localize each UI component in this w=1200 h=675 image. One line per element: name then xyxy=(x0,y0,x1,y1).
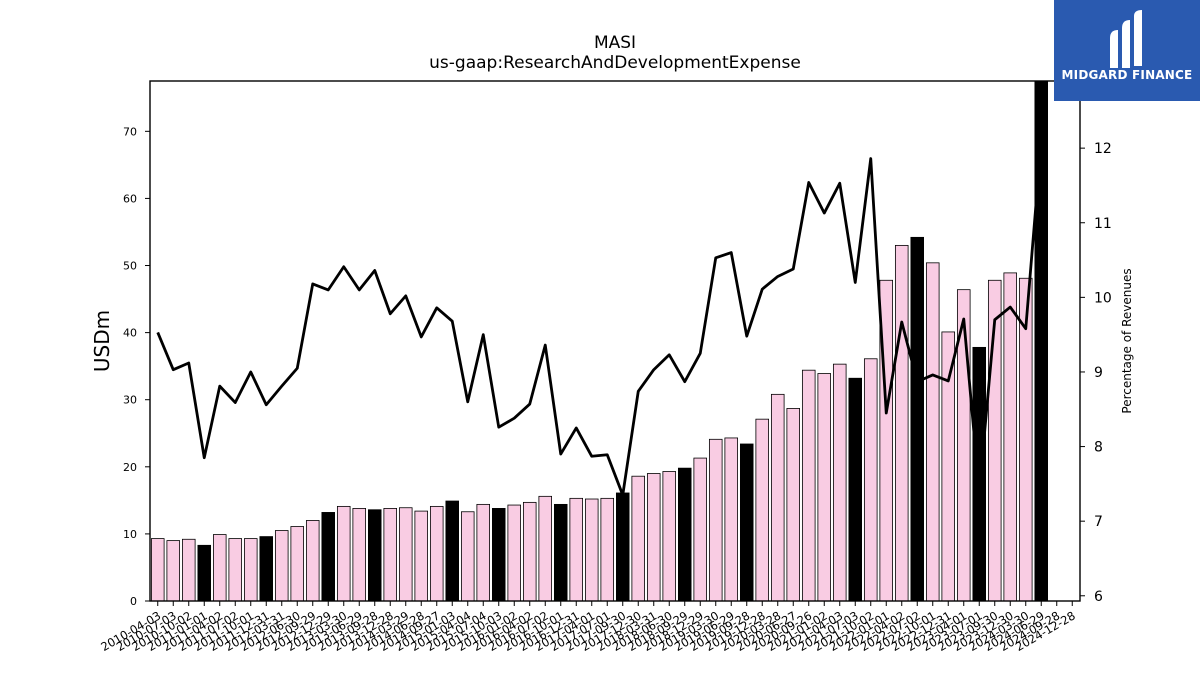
y-tick-label: 20 xyxy=(123,461,137,474)
bar xyxy=(414,510,429,602)
bar xyxy=(336,505,351,602)
bar xyxy=(925,262,940,602)
bar xyxy=(972,346,987,602)
bar xyxy=(941,331,956,602)
plot-frame xyxy=(149,80,1081,602)
bar xyxy=(445,500,460,602)
bar xyxy=(429,505,444,602)
bar xyxy=(569,497,584,602)
y-axis-label: USDm xyxy=(90,310,114,372)
y2-tick-label: 6 xyxy=(1094,589,1103,605)
bar xyxy=(398,507,413,602)
y2-tick-label: 7 xyxy=(1094,514,1103,530)
y-tick-label: 60 xyxy=(123,192,137,205)
y2-tick-label: 12 xyxy=(1094,141,1112,157)
bar xyxy=(863,358,878,602)
y-tick-label: 0 xyxy=(130,595,137,608)
logo-mark-icon xyxy=(1110,10,1142,68)
bar xyxy=(1034,80,1049,602)
bar xyxy=(476,503,491,602)
bar xyxy=(259,536,274,602)
bar xyxy=(739,443,754,602)
bar xyxy=(693,457,708,602)
bar xyxy=(848,377,863,602)
midgard-finance-logo: MIDGARD FINANCE xyxy=(1054,0,1200,101)
y2-tick-label: 8 xyxy=(1094,440,1103,456)
bar xyxy=(786,408,801,602)
bar xyxy=(212,534,227,602)
bar xyxy=(166,540,181,602)
y-tick-label: 40 xyxy=(123,327,137,340)
y-tick-label: 10 xyxy=(123,528,137,541)
bar xyxy=(677,467,692,602)
y2-tick-label: 9 xyxy=(1094,365,1103,381)
bar xyxy=(553,503,568,602)
bar xyxy=(228,538,243,602)
bar xyxy=(1003,272,1018,602)
bar xyxy=(507,504,522,602)
chart-subtitle: us-gaap:ResearchAndDevelopmentExpense xyxy=(429,53,801,73)
bar xyxy=(770,393,785,602)
bar xyxy=(600,497,615,602)
bar xyxy=(352,508,367,602)
bar xyxy=(631,475,646,602)
bar xyxy=(910,236,925,602)
y2-tick-label: 10 xyxy=(1094,290,1112,306)
bar xyxy=(584,498,599,602)
bar xyxy=(894,244,909,602)
bar xyxy=(522,501,537,602)
bar xyxy=(460,511,475,602)
logo-name: MIDGARD FINANCE xyxy=(1061,68,1193,82)
bar xyxy=(817,373,832,602)
y-tick-label: 50 xyxy=(123,260,137,273)
y2-axis-label: Percentage of Revenues xyxy=(1120,268,1134,413)
y2-tick-label: 11 xyxy=(1094,216,1112,232)
bar xyxy=(305,520,320,602)
percentage-line xyxy=(156,140,1043,497)
bar xyxy=(615,492,630,602)
bar xyxy=(321,512,336,602)
bar xyxy=(755,418,770,602)
bar xyxy=(801,369,816,602)
bar xyxy=(491,508,506,602)
bar xyxy=(646,473,661,602)
bar xyxy=(197,544,212,602)
bar xyxy=(243,538,258,602)
bar xyxy=(538,495,553,602)
bar xyxy=(724,437,739,602)
bar xyxy=(181,538,196,602)
chart-title: MASI xyxy=(594,33,636,53)
y-tick-label: 70 xyxy=(123,125,137,138)
y-tick-label: 30 xyxy=(123,394,137,407)
bar xyxy=(274,530,289,602)
bar xyxy=(662,471,677,602)
bar xyxy=(367,509,382,602)
bar xyxy=(708,438,723,602)
bar xyxy=(150,538,165,602)
bar xyxy=(290,526,305,602)
bar xyxy=(383,508,398,602)
bar xyxy=(832,363,847,602)
